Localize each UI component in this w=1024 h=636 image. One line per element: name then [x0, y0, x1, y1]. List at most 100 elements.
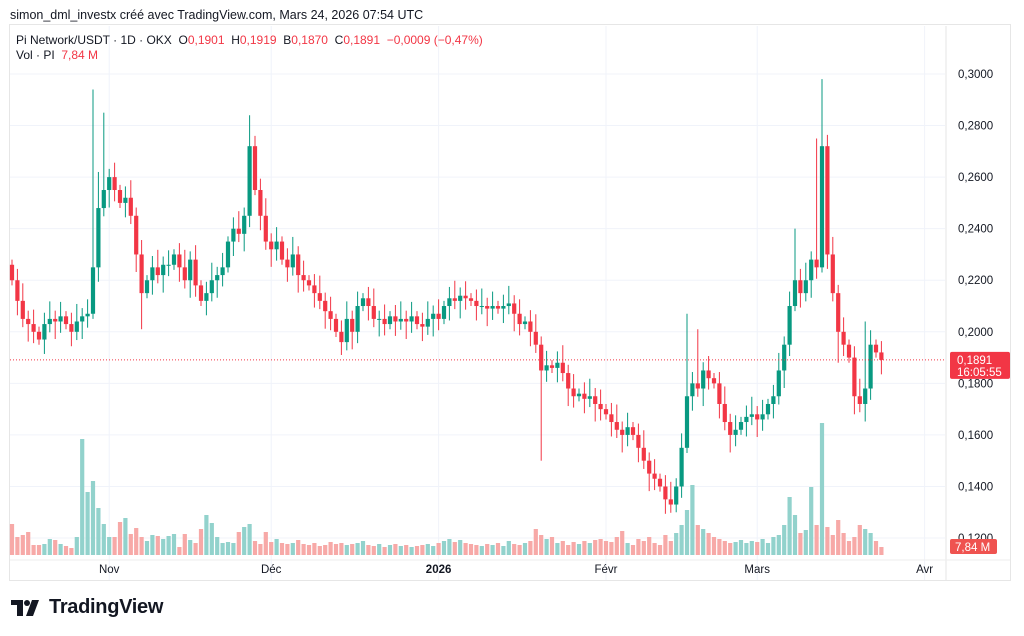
candle-body [463, 295, 468, 299]
volume-bar [182, 534, 187, 555]
symbol-name[interactable]: Pi Network/USDT · 1D · OKX [16, 33, 172, 47]
volume-bar [285, 544, 290, 555]
volume-bar [85, 492, 90, 555]
volume-bar [533, 529, 538, 555]
volume-bar [695, 525, 700, 555]
volume-bar [117, 522, 123, 555]
candle-body [782, 344, 787, 371]
volume-bar [425, 544, 430, 555]
candle-body [9, 264, 15, 281]
candle-body [501, 306, 506, 309]
time-tick-label: Nov [99, 564, 120, 576]
candle-body [841, 331, 846, 345]
candle-body [512, 303, 517, 314]
volume-bar [134, 528, 139, 555]
volume-bar [549, 537, 555, 555]
candle-body [560, 362, 565, 374]
candle-body [312, 285, 317, 294]
open-label: O [178, 33, 188, 47]
volume-bar [495, 543, 501, 555]
volume-bar [458, 540, 463, 555]
candle-body [328, 311, 333, 319]
candle-body [85, 313, 90, 317]
candle-body [387, 316, 393, 325]
tradingview-logo[interactable]: TradingView [11, 596, 163, 619]
last-price-value: 0,1891 [957, 355, 992, 367]
price-tick-label: 0,3000 [958, 69, 993, 81]
candle-body [587, 396, 592, 399]
candle-body [625, 427, 630, 435]
price-tick-label: 0,1800 [958, 378, 993, 390]
candle-body [814, 259, 819, 268]
candle-body [117, 190, 123, 203]
volume-bar [447, 539, 452, 555]
candle-body [868, 344, 873, 389]
candle-body [857, 396, 862, 404]
candle-body [555, 362, 560, 368]
candle-body [738, 422, 744, 430]
volume-bar [512, 544, 517, 555]
volume-bar [663, 535, 668, 555]
candle-body [803, 280, 808, 294]
volume-bar [150, 535, 155, 555]
volume-bar [522, 543, 528, 555]
candle-body [776, 370, 781, 397]
volume-bar [873, 541, 879, 555]
candle-body [377, 318, 382, 320]
volume-bar [74, 537, 79, 555]
candle-body [668, 499, 673, 505]
volume-bar [107, 537, 112, 555]
candle-body [404, 318, 409, 322]
volume-bar [614, 537, 619, 555]
volume-bar [582, 541, 587, 555]
candle-body [620, 429, 625, 435]
candle-body [144, 280, 150, 294]
candle-body [517, 313, 522, 325]
volume-bar [69, 548, 74, 555]
candle-body [382, 318, 387, 325]
candle-body [209, 280, 214, 294]
candle-body [744, 416, 749, 423]
candle-body [765, 403, 771, 415]
time-tick-label: Févr [595, 564, 618, 576]
candle-body [566, 373, 571, 389]
volume-bar [641, 541, 646, 555]
candle-body [182, 267, 187, 281]
volume-bar [463, 543, 468, 555]
volume-bar [431, 546, 436, 555]
volume-bar [528, 541, 533, 555]
volume-bar [544, 539, 549, 555]
candle-body [96, 208, 101, 268]
candle-body [657, 478, 663, 487]
candle-body [161, 264, 166, 276]
volume-bar [198, 529, 204, 555]
volume-bar [333, 544, 339, 555]
volume-bar [215, 537, 220, 555]
candle-body [636, 434, 641, 448]
price-tick-label: 0,2800 [958, 121, 993, 133]
candle-body [333, 318, 339, 332]
volume-bar [242, 527, 247, 555]
volume-bar [749, 541, 754, 555]
time-tick-label: Avr [916, 564, 933, 576]
candle-body [582, 393, 587, 399]
candle-body [242, 215, 247, 234]
volume-bar [112, 537, 117, 555]
candle-body [306, 280, 312, 286]
volume-bar [139, 537, 144, 555]
volume-bar [814, 525, 819, 555]
volume-bar [468, 544, 474, 555]
candle-body [441, 306, 447, 319]
candle-body [879, 352, 884, 360]
candle-body [474, 300, 479, 307]
volume-bar [371, 546, 376, 555]
candle-body [522, 321, 528, 325]
volume-label[interactable]: Vol · PI [16, 48, 55, 62]
candle-body [576, 393, 582, 397]
candle-body [846, 344, 852, 358]
candle-body [468, 298, 474, 301]
candle-body [26, 318, 31, 325]
candle-body [706, 370, 711, 379]
volume-bar [738, 540, 744, 555]
